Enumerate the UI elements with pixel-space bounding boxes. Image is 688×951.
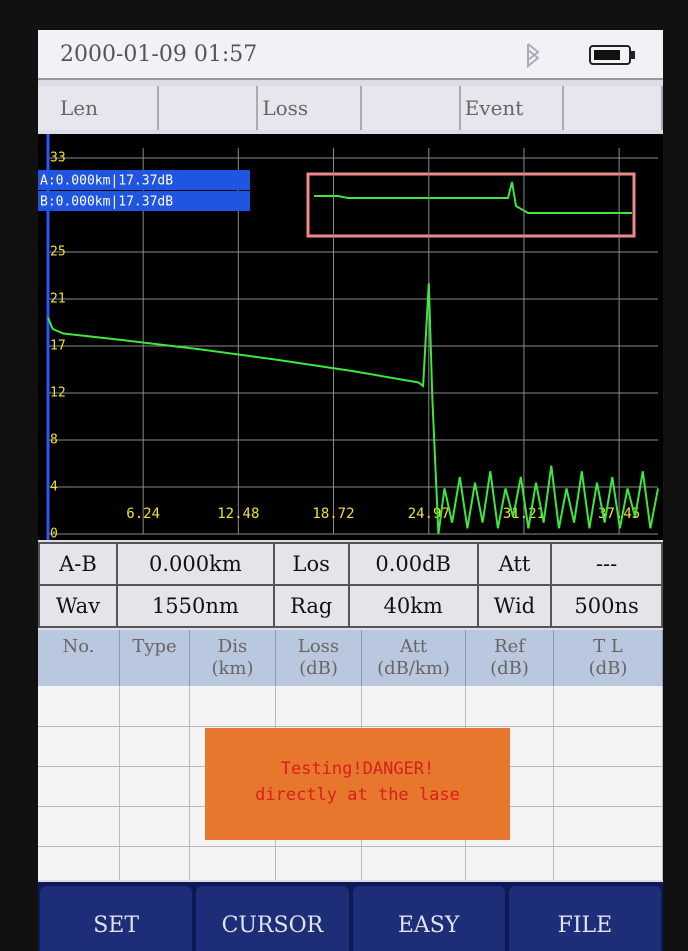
tab-spacer: [159, 86, 259, 130]
info-cell: 0.000km: [116, 542, 275, 586]
x-tick-label: 6.24: [126, 506, 160, 522]
y-tick-label: 17: [50, 339, 66, 354]
event-column-line: [662, 686, 663, 880]
trace-line: [47, 283, 659, 535]
zoom-box: [306, 172, 636, 238]
info-cell: 1550nm: [116, 584, 275, 628]
event-header-text: (dB): [588, 658, 628, 679]
event-column-line: [189, 686, 190, 880]
event-row-line: [38, 846, 663, 847]
info-table: A-B 0.000km Los 0.00dB Att --- Wav 1550nm Rag 40k…: [38, 542, 663, 628]
tab-bar: Len Loss Event: [38, 86, 663, 130]
tab[interactable]: Len: [38, 86, 160, 130]
y-tick-label: 33: [50, 151, 66, 166]
y-tick-label: 4: [50, 480, 58, 495]
x-tick-label: 31.21: [503, 506, 545, 522]
x-tick-label: 18.72: [312, 506, 354, 522]
y-tick-label: 12: [50, 386, 66, 401]
tab-spacer: [362, 86, 461, 130]
info-cell: 500ns: [550, 584, 663, 628]
warning-line: Testing!DANGER!: [280, 759, 435, 779]
event-row-line: [38, 726, 663, 727]
info-cell: 0.00dB: [347, 542, 479, 586]
warning-popup: Testing!DANGER! directly at the lase: [205, 728, 510, 840]
event-header-text: (km): [211, 658, 254, 679]
info-cell: Los: [272, 542, 350, 586]
warning-line: directly at the lase: [255, 785, 460, 805]
info-row: Wav 1550nm Rag 40km Wid 500ns: [38, 584, 663, 628]
event-header-text: Loss: [297, 636, 340, 657]
info-cell: Rag: [272, 584, 350, 628]
cursor-label: A:0.000km|17.37dB: [40, 174, 173, 189]
event-header: T L (dB): [554, 630, 663, 686]
softkey[interactable]: EASY: [352, 886, 505, 951]
info-cell: Wid: [476, 584, 553, 628]
info-cell: 40km: [347, 584, 479, 628]
event-header: No.: [38, 630, 120, 686]
zoom-trace: [314, 181, 632, 214]
event-header-text: (dB): [299, 658, 338, 679]
info-cell: A-B: [38, 542, 118, 586]
event-header-text: Dis: [217, 636, 248, 657]
event-header-text: (dB/km): [377, 658, 450, 679]
event-column-line: [553, 686, 554, 880]
event-header: Type: [120, 630, 190, 686]
device-screen: 2000-01-09 01:57 Len Loss Event 0 4 8 12 17 2…: [38, 30, 663, 951]
info-cell: Wav: [38, 584, 118, 628]
tab[interactable]: Event: [461, 86, 564, 130]
event-header: Att (dB/km): [362, 630, 466, 686]
event-header-text: No.: [62, 636, 95, 657]
tab-spacer: [564, 86, 663, 130]
y-tick-label: 0: [50, 527, 58, 541]
info-row: A-B 0.000km Los 0.00dB Att ---: [38, 542, 663, 586]
cursor-label: B:0.000km|17.37dB: [40, 195, 173, 210]
x-tick-label: 12.48: [217, 506, 259, 522]
x-tick-label: 37.45: [598, 506, 640, 522]
y-tick-label: 8: [50, 433, 58, 448]
status-icons: [527, 43, 635, 69]
softkey[interactable]: FILE: [508, 886, 661, 951]
event-header: Loss (dB): [276, 630, 362, 686]
event-header-text: Type: [132, 636, 177, 657]
event-header: Dis (km): [190, 630, 276, 686]
cursor-label-bg: [38, 191, 250, 211]
softkey[interactable]: SET: [40, 886, 193, 951]
datetime: 2000-01-09 01:57: [60, 42, 258, 67]
button-bar: SET CURSOR EASY FILE: [38, 882, 663, 951]
event-header: Ref (dB): [466, 630, 554, 686]
info-cell: Att: [476, 542, 553, 586]
trace-chart: 0 4 8 12 17 21 25 33 6.24 12.48 18.72 24.97 31.21 37.…: [38, 134, 663, 540]
cursor-label-bg: [38, 170, 250, 190]
tab[interactable]: Loss: [258, 86, 362, 130]
info-cell: ---: [550, 542, 663, 586]
event-column-line: [119, 686, 120, 880]
event-header-text: Ref: [494, 636, 525, 657]
event-header-text: (dB): [490, 658, 529, 679]
softkey[interactable]: CURSOR: [196, 886, 349, 951]
event-header-text: Att: [399, 636, 428, 657]
y-tick-label: 25: [50, 245, 66, 260]
event-header-text: T L: [593, 636, 623, 657]
status-bar: 2000-01-09 01:57: [38, 30, 663, 80]
y-tick-label: 21: [50, 292, 66, 307]
x-tick-label: 24.97: [408, 506, 450, 522]
